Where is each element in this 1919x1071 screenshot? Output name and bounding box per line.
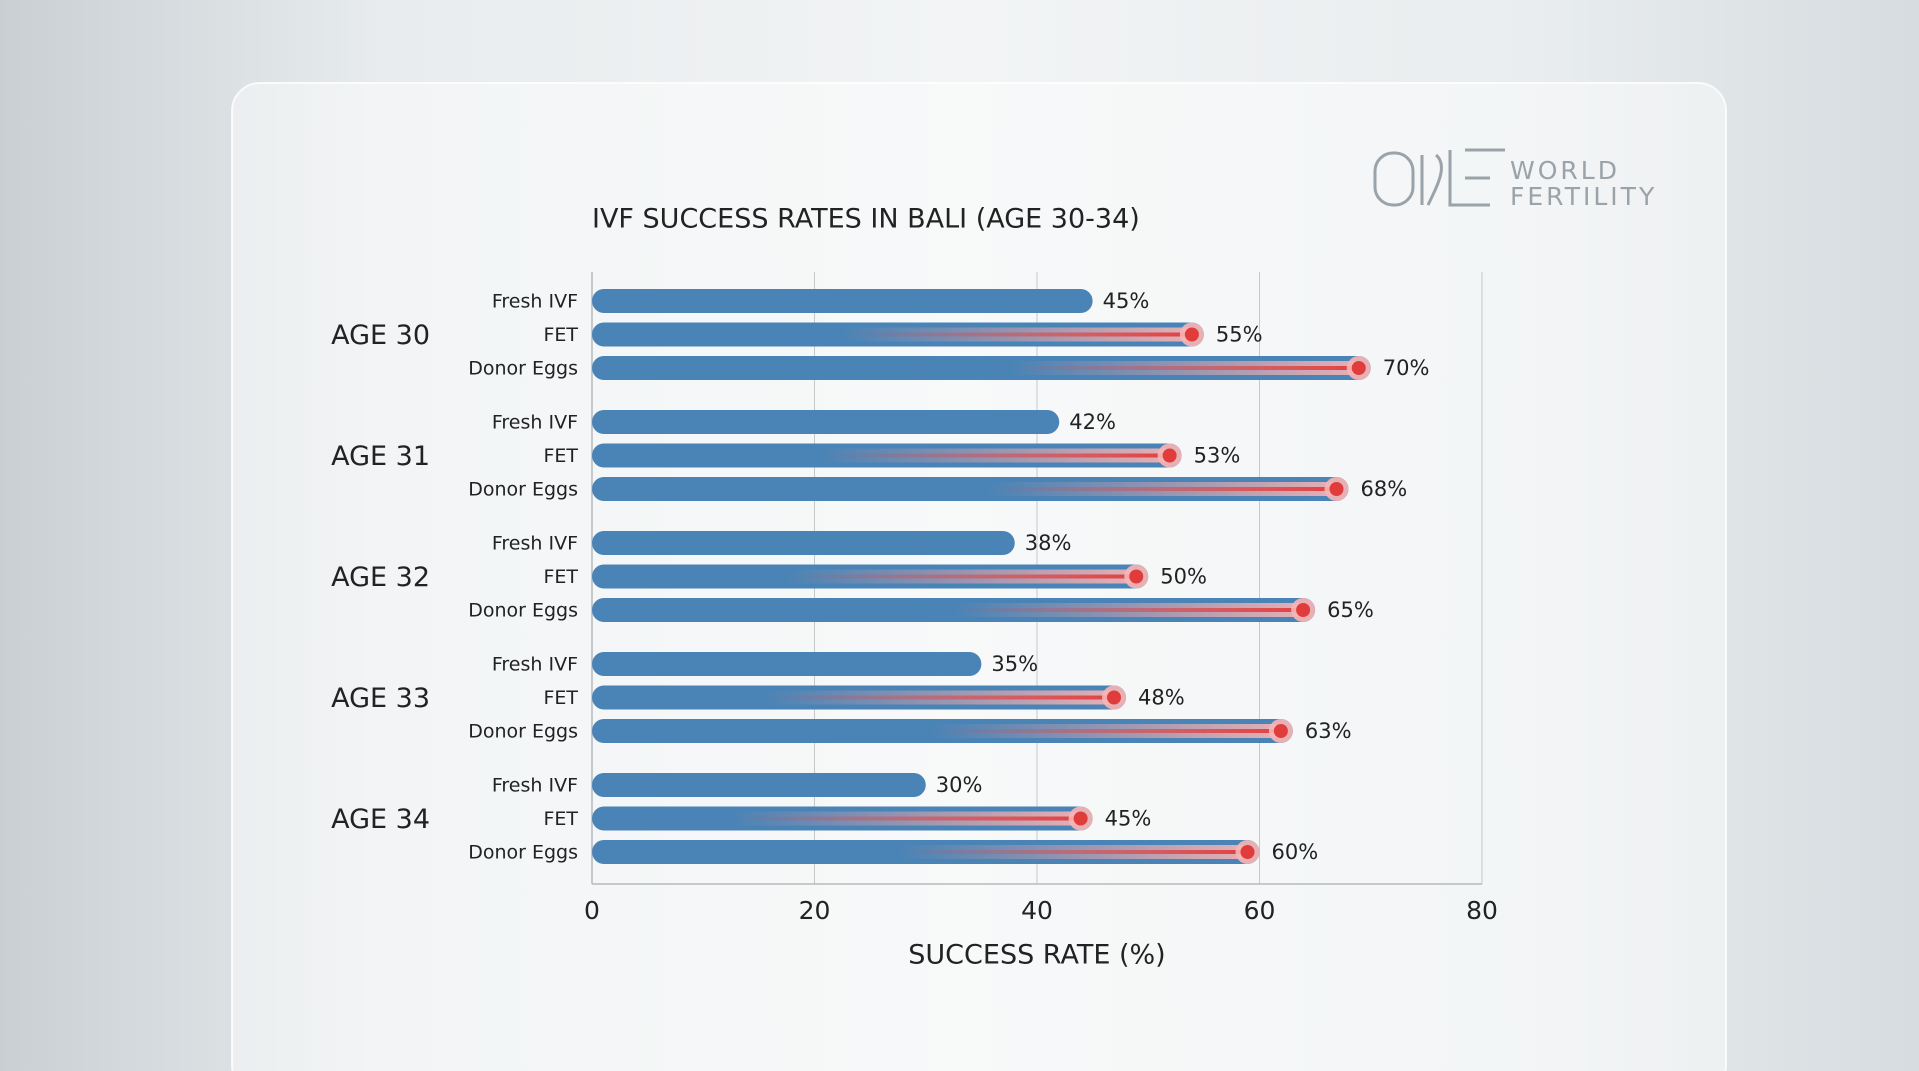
glow-line xyxy=(899,850,1248,854)
value-label: 50% xyxy=(1160,565,1207,589)
x-tick-label: 40 xyxy=(1021,896,1053,925)
bar xyxy=(592,773,926,797)
row-label: Donor Eggs xyxy=(468,842,578,864)
end-marker xyxy=(1073,811,1088,826)
value-label: 60% xyxy=(1272,840,1319,864)
bar xyxy=(592,289,1093,313)
row-label: Donor Eggs xyxy=(468,358,578,380)
group-label: AGE 33 xyxy=(331,683,430,714)
glow-line xyxy=(955,608,1304,612)
row-label: FET xyxy=(543,324,578,346)
end-marker xyxy=(1107,690,1121,705)
value-label: 35% xyxy=(991,652,1038,676)
end-marker xyxy=(1273,724,1288,738)
value-label: 42% xyxy=(1069,410,1116,434)
value-label: 68% xyxy=(1361,477,1408,501)
glow-line xyxy=(932,729,1281,733)
value-label: 55% xyxy=(1216,323,1263,347)
row-label: Donor Eggs xyxy=(468,600,578,622)
chart-title: IVF SUCCESS RATES IN BALI (AGE 30-34) xyxy=(592,204,1140,235)
value-label: 65% xyxy=(1327,598,1374,622)
bar xyxy=(592,410,1060,434)
row-label: Fresh IVF xyxy=(492,775,578,797)
value-label: 70% xyxy=(1383,356,1430,380)
x-tick-label: 20 xyxy=(799,896,831,925)
glow-line xyxy=(843,332,1192,337)
group-label: AGE 34 xyxy=(331,804,430,835)
group-label: AGE 30 xyxy=(331,320,430,351)
row-label: Fresh IVF xyxy=(492,533,578,555)
row-label: FET xyxy=(543,445,578,467)
row-label: FET xyxy=(543,808,578,830)
glow-line xyxy=(1010,366,1359,370)
value-label: 53% xyxy=(1194,444,1241,468)
end-marker xyxy=(1184,327,1199,342)
x-tick-label: 60 xyxy=(1244,896,1276,925)
glow-line xyxy=(766,695,1114,700)
end-marker xyxy=(1329,482,1344,496)
end-marker xyxy=(1162,448,1177,463)
row-label: Fresh IVF xyxy=(492,654,578,676)
end-marker xyxy=(1240,845,1255,859)
end-marker xyxy=(1129,569,1144,584)
end-marker xyxy=(1296,603,1311,617)
row-label: Fresh IVF xyxy=(492,412,578,434)
logo-text: WORLD xyxy=(1510,156,1620,185)
glow-line xyxy=(821,453,1170,458)
logo-text: FERTILITY xyxy=(1510,182,1657,211)
row-label: FET xyxy=(543,687,578,709)
group-label: AGE 31 xyxy=(331,441,430,472)
bar xyxy=(592,531,1015,555)
bar xyxy=(592,652,982,676)
glow-line xyxy=(732,816,1081,821)
value-label: 63% xyxy=(1305,719,1352,743)
value-label: 45% xyxy=(1105,807,1152,831)
row-label: Donor Eggs xyxy=(468,721,578,743)
logo xyxy=(1373,148,1505,207)
row-label: Donor Eggs xyxy=(468,479,578,501)
value-label: 38% xyxy=(1025,531,1072,555)
glow-line xyxy=(788,574,1137,579)
end-marker xyxy=(1351,361,1366,375)
x-axis-label: SUCCESS RATE (%) xyxy=(908,940,1165,971)
row-label: FET xyxy=(543,566,578,588)
value-label: 30% xyxy=(936,773,983,797)
glow-line xyxy=(988,487,1337,491)
x-tick-label: 0 xyxy=(584,896,600,925)
group-label: AGE 32 xyxy=(331,562,430,593)
x-tick-label: 80 xyxy=(1466,896,1498,925)
value-label: 48% xyxy=(1138,686,1185,710)
value-label: 45% xyxy=(1103,289,1150,313)
row-label: Fresh IVF xyxy=(492,291,578,313)
